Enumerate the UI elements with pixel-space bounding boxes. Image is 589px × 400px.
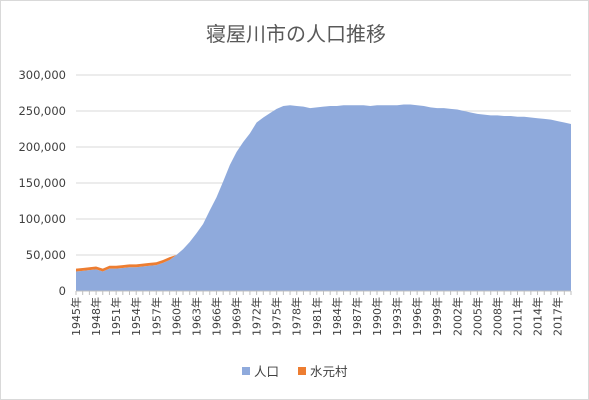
legend-label: 水元村 [310,364,348,379]
legend-swatch [242,367,250,375]
x-tick-label: 1993年 [390,297,404,336]
x-tick-label: 2002年 [450,297,464,336]
y-tick-label: 200,000 [18,140,66,154]
area-series-population [76,104,571,292]
legend: 人口 水元村 [242,364,348,379]
x-tick-label: 1969年 [230,297,244,336]
x-tick-label: 2008年 [490,297,504,336]
x-tick-label: 1951年 [109,297,123,336]
x-tick-label: 1954年 [129,297,143,336]
x-tick-label: 1987年 [350,297,364,336]
x-tick-label: 1945年 [69,297,83,336]
x-tick-label: 1978年 [290,297,304,336]
x-tick-label: 1972年 [250,297,264,336]
y-axis-ticks: 0 50,000 100,000 150,000 200,000 250,000 300,0… [18,68,66,298]
y-tick-label: 250,000 [18,104,66,118]
x-tick-label: 1996年 [410,297,424,336]
x-tick-label: 1948年 [89,297,103,336]
x-tick-label: 1981年 [310,297,324,336]
legend-label: 人口 [254,364,279,379]
x-tick-label: 2005年 [470,297,484,336]
legend-item-population: 人口 [242,364,279,379]
y-tick-label: 0 [59,284,66,298]
x-tick-label: 2017年 [551,297,565,336]
y-tick-label: 150,000 [18,176,66,190]
y-tick-label: 300,000 [18,68,66,82]
x-tick-label: 2011年 [510,297,524,336]
x-tick-label: 1957年 [149,297,163,336]
y-tick-label: 50,000 [26,248,66,262]
legend-swatch [298,367,306,375]
x-tick-label: 1960年 [169,297,183,336]
x-tick-label: 1966年 [209,297,223,336]
x-tick-label: 2014年 [531,297,545,336]
area-series [76,104,571,292]
x-tick-label: 1990年 [370,297,384,336]
x-tick-label: 1999年 [430,297,444,336]
x-axis: 1945年 1948年 1951年 1954年 1957年 1960年 1963年 1966年… [69,290,572,336]
x-tick-label: 1975年 [270,297,284,336]
y-tick-label: 100,000 [18,212,66,226]
x-tick-label: 1963年 [189,297,203,336]
x-tick-label: 1984年 [330,297,344,336]
legend-item-mizumoto-village: 水元村 [298,364,348,379]
chart-title: 寝屋川市の人口推移 [206,22,386,46]
